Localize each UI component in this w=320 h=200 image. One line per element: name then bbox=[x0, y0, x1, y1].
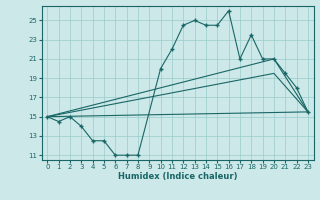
X-axis label: Humidex (Indice chaleur): Humidex (Indice chaleur) bbox=[118, 172, 237, 181]
